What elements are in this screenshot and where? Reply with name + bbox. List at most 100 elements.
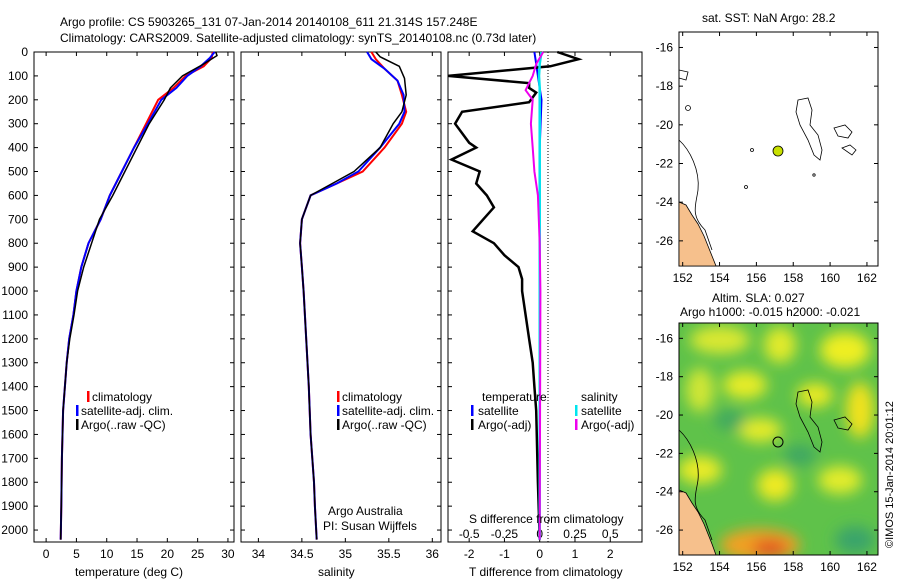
coastline-land	[679, 489, 717, 555]
legend-argo: Argo(..raw -QC)	[342, 418, 427, 432]
legend-header-temperature: temperature	[482, 390, 547, 404]
salinity-legend: climatology satellite-adj. clim. Argo(..…	[337, 390, 434, 432]
island-contour	[744, 185, 748, 189]
depth-tick-label: 600	[8, 188, 28, 202]
temperature-axes-box	[33, 51, 235, 543]
sla-blob	[757, 469, 793, 501]
sla-field	[679, 323, 878, 555]
lat-tick-label: -26	[656, 523, 674, 537]
temperature-panel: 0100200300400500600700800900100011001200…	[1, 45, 642, 579]
temperature-x-axis: 0 5 10 15 20 25 30	[43, 52, 235, 561]
lat-tick-label: -18	[656, 79, 674, 93]
header-line-2: Climatology: CARS2009. Satellite-adjuste…	[60, 31, 536, 45]
sla-blob	[690, 326, 750, 354]
difference-axes-box	[447, 51, 643, 543]
sla-map-y-axis: -16 -18 -20 -22 -24 -26	[656, 331, 878, 537]
lon-tick-label: 156	[746, 271, 766, 285]
lat-tick-label: -24	[656, 195, 674, 209]
series-line-argo-raw-qc	[59, 51, 218, 540]
s-difference-tick-label: -0.5	[459, 527, 480, 541]
series-line-climatology	[59, 51, 214, 540]
depth-tick-label: 1300	[1, 356, 28, 370]
reef-contour	[795, 389, 823, 453]
legend-climatology: climatology	[342, 390, 402, 404]
institution-label: Argo Australia	[328, 504, 403, 518]
s-difference-tick-label: 0.5	[602, 527, 619, 541]
legend-header-salinity: salinity	[581, 390, 618, 404]
depth-tick-label: 700	[8, 212, 28, 226]
depth-tick-label: 1200	[1, 332, 28, 346]
sla-blob	[764, 327, 796, 363]
t-difference-label: T difference from climatology	[469, 565, 623, 579]
reef-contour	[833, 124, 853, 139]
depth-tick-label: 2000	[1, 523, 28, 537]
salinity-panel: 34 34.5 35 35.5 36 salinity climatology sate…	[240, 51, 442, 579]
sst-map: sat. SST: NaN Argo: 28.2 -16 -18 -20 -22 -24…	[656, 11, 879, 285]
sla-map-x-axis: 152 154 156 158 160 162	[673, 323, 877, 574]
salinity-tick-label: 36	[426, 547, 440, 561]
lon-tick-label: 160	[820, 560, 840, 574]
salinity-tick-label: 35	[339, 547, 353, 561]
lat-tick-label: -26	[656, 234, 674, 248]
depth-tick-label: 200	[8, 93, 28, 107]
sla-blob	[738, 418, 782, 442]
difference-tick-label: 1	[572, 547, 579, 561]
salinity-x-axis: 34 34.5 35 35.5 36	[252, 52, 440, 561]
legend-swatch-t-satellite	[471, 405, 474, 416]
difference-tick-label: 0	[536, 547, 543, 561]
depth-tick-label: 400	[8, 141, 28, 155]
depth-tick-label: 1800	[1, 475, 28, 489]
lon-tick-label: 162	[857, 560, 877, 574]
temperature-tick-label: 5	[73, 547, 80, 561]
lat-tick-label: -20	[656, 408, 674, 422]
lon-tick-label: 160	[820, 271, 840, 285]
reef-contour	[841, 144, 857, 156]
reef-contour	[795, 97, 823, 161]
lat-tick-label: -24	[656, 485, 674, 499]
salinity-xlabel: salinity	[318, 565, 355, 579]
lon-tick-label: 152	[673, 560, 693, 574]
sla-map-frame	[678, 322, 879, 556]
legend-swatch-t-argo	[471, 419, 474, 430]
temperature-tick-label: 25	[191, 547, 205, 561]
s-difference-tick-label: -0.25	[491, 527, 519, 541]
depth-contour	[678, 139, 713, 251]
lon-tick-label: 162	[857, 271, 877, 285]
lat-tick-label: -22	[656, 157, 674, 171]
argo-location-marker	[772, 145, 784, 157]
legend-argo: Argo(..raw -QC)	[81, 418, 166, 432]
depth-contour	[679, 429, 713, 541]
depth-tick-label: 800	[8, 236, 28, 250]
depth-tick-label: 500	[8, 165, 28, 179]
depth-tick-label: 1600	[1, 427, 28, 441]
salinity-series	[299, 51, 408, 540]
legend-t-argo: Argo(-adj)	[478, 418, 531, 432]
depth-tick-label: 300	[8, 117, 28, 131]
lon-tick-label: 152	[673, 271, 693, 285]
legend-satellite: satellite-adj. clim.	[342, 404, 434, 418]
depth-tick-label: 1400	[1, 380, 28, 394]
reef-contour	[833, 416, 853, 431]
sla-blob	[752, 540, 788, 555]
reef-contour	[678, 69, 689, 81]
legend-swatch-s-satellite	[575, 405, 578, 416]
legend-swatch-argo	[76, 419, 79, 430]
lat-tick-label: -16	[656, 40, 674, 54]
sla-blob	[818, 466, 862, 494]
legend-swatch-argo	[337, 419, 340, 430]
legend-swatch-satellite	[337, 405, 340, 416]
island-contour	[750, 148, 754, 152]
temperature-legend: climatology satellite-adj. clim. Argo(..…	[76, 390, 173, 432]
lat-tick-label: -18	[656, 370, 674, 384]
sla-blob	[784, 445, 816, 465]
sla-blob	[820, 332, 870, 368]
temperature-tick-label: 20	[161, 547, 175, 561]
lon-tick-label: 158	[783, 271, 803, 285]
lat-tick-label: -22	[656, 446, 674, 460]
sla-blob	[846, 382, 874, 438]
sla-map-subtitle: Argo h1000: -0.015 h2000: -0.021	[680, 305, 860, 319]
difference-tick-label: 2	[607, 547, 614, 561]
legend-s-argo: Argo(-adj)	[581, 418, 634, 432]
legend-swatch-climatology	[87, 391, 90, 402]
difference-tick-label: -1	[499, 547, 510, 561]
